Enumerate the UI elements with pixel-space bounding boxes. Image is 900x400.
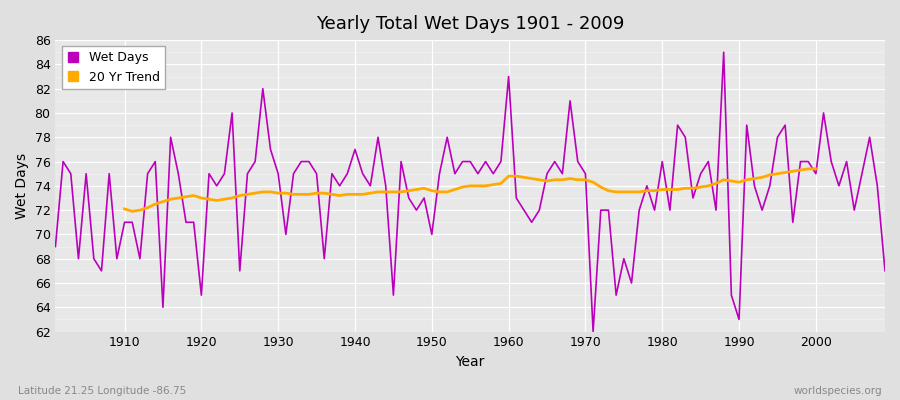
20 Yr Trend [127,209,138,214]
Legend: Wet Days, 20 Yr Trend: Wet Days, 20 Yr Trend [62,46,166,89]
20 Yr Trend [711,181,722,186]
Wet Days [281,232,292,237]
Text: worldspecies.org: worldspecies.org [794,386,882,396]
20 Yr Trend [795,168,806,172]
Line: Wet Days: Wet Days [56,52,885,332]
Line: 20 Yr Trend: 20 Yr Trend [124,169,816,211]
20 Yr Trend [303,192,314,197]
Title: Yearly Total Wet Days 1901 - 2009: Yearly Total Wet Days 1901 - 2009 [316,15,625,33]
20 Yr Trend [288,192,299,197]
Y-axis label: Wet Days: Wet Days [15,153,29,219]
20 Yr Trend [803,166,814,171]
20 Yr Trend [119,206,130,211]
20 Yr Trend [212,198,222,203]
Wet Days [879,268,890,273]
Wet Days [503,74,514,79]
Wet Days [718,50,729,55]
20 Yr Trend [811,166,822,171]
20 Yr Trend [526,176,537,181]
X-axis label: Year: Year [455,355,485,369]
Wet Days [327,171,338,176]
Wet Days [496,159,507,164]
Wet Days [50,244,61,249]
Wet Days [588,329,598,334]
Text: Latitude 21.25 Longitude -86.75: Latitude 21.25 Longitude -86.75 [18,386,186,396]
Wet Days [603,208,614,212]
Wet Days [112,256,122,261]
